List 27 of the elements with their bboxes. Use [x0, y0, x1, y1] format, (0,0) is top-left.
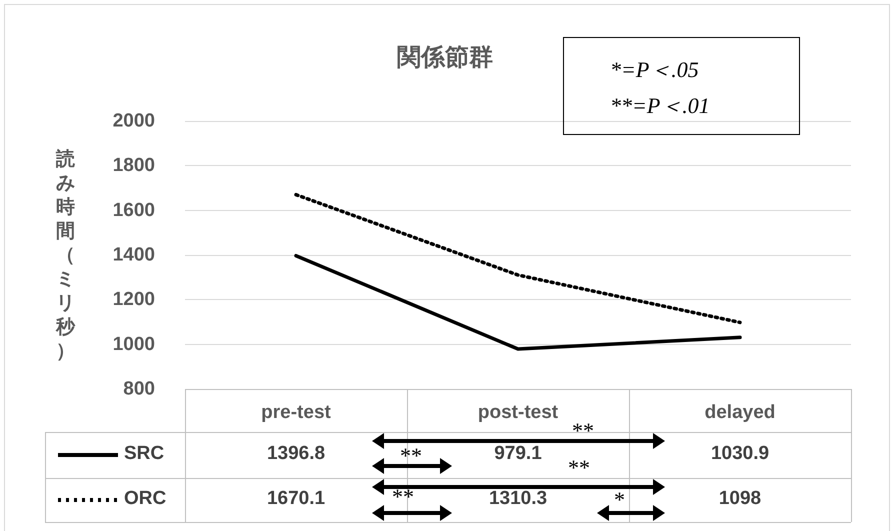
text: **	[568, 455, 590, 480]
data-label: 1030.9	[710, 443, 770, 466]
x-tick-label: delayed	[704, 402, 776, 423]
y-tick-label: 1800	[112, 155, 155, 176]
x-tick-label: pre-test	[261, 402, 332, 423]
text: **	[400, 443, 422, 468]
text: 読み時間（ミリ秒）	[56, 148, 75, 362]
text: *=P＜.05	[610, 57, 699, 82]
text: *	[614, 487, 625, 512]
y-tick-label: 1600	[112, 200, 155, 221]
data-label: 1098	[718, 488, 762, 511]
data-label: 1670.1	[266, 488, 326, 509]
text: **	[392, 484, 414, 509]
y-tick-label: 1400	[112, 244, 155, 266]
text: **=P＜.01	[610, 93, 710, 118]
data-label: 979.1	[494, 443, 542, 464]
data-label: 1396.8	[266, 443, 326, 464]
chart-title: 関係節群	[397, 43, 493, 71]
text: **	[572, 418, 594, 443]
y-tick-label: 800	[123, 378, 155, 400]
data-label: 1310.3	[488, 488, 548, 509]
legend-label: SRC	[124, 443, 164, 466]
y-tick-label: 2000	[112, 110, 155, 132]
legend-label: ORC	[124, 488, 166, 511]
x-tick-label: post-test	[478, 402, 559, 423]
y-tick-label: 1000	[112, 334, 155, 355]
y-tick-label: 1200	[112, 289, 155, 310]
